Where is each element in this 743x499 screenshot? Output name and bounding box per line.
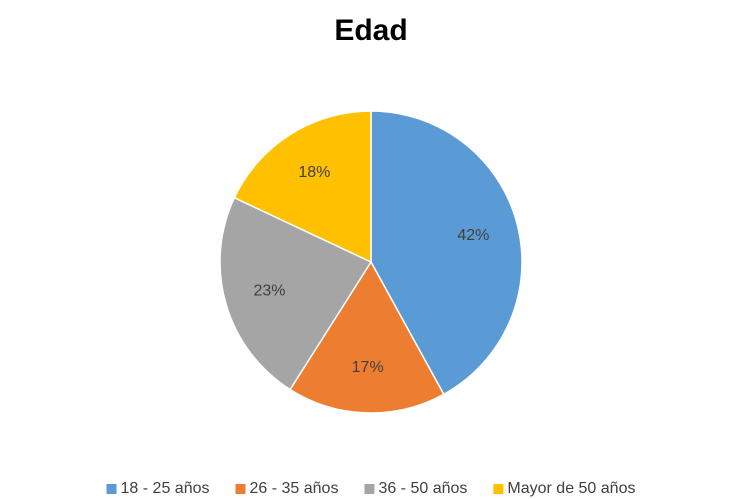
pie-slice — [219, 196, 373, 391]
chart-title: Edad — [334, 14, 407, 47]
legend-swatch — [106, 484, 117, 494]
legend-label: Mayor de 50 años — [507, 480, 635, 497]
legend-swatch — [493, 484, 504, 494]
legend-swatch — [364, 484, 375, 494]
data-label: 42% — [457, 227, 489, 244]
pie-slice — [233, 110, 372, 264]
legend-swatch — [235, 484, 246, 494]
legend-label: 36 - 50 años — [378, 480, 467, 497]
pie-slice — [289, 260, 445, 414]
data-label: 23% — [253, 283, 285, 300]
pie-slice — [370, 110, 523, 396]
legend-label: 26 - 35 años — [249, 480, 338, 497]
legend-label: 18 - 25 años — [121, 480, 210, 497]
data-label: 18% — [298, 164, 330, 181]
data-label: 17% — [352, 359, 384, 376]
